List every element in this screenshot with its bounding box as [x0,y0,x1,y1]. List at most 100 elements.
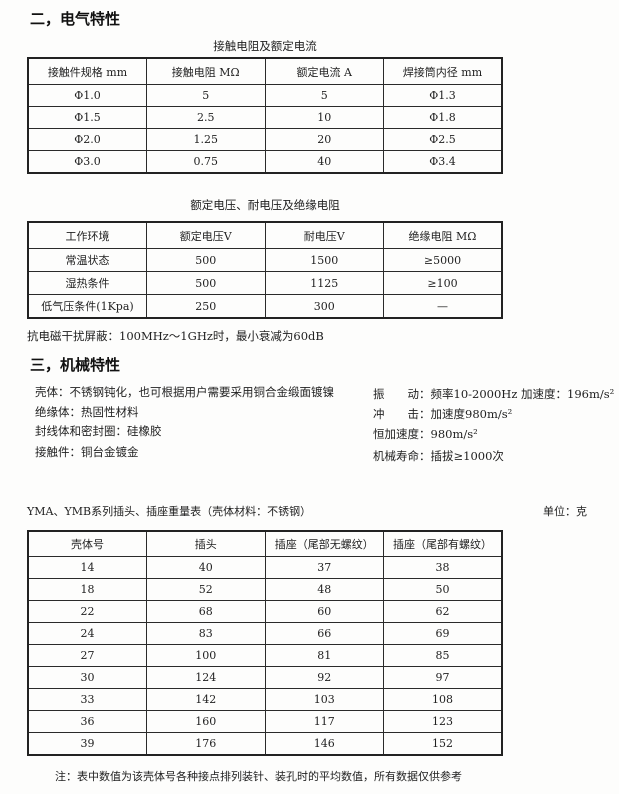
table-row: 24 83 66 69 [27,622,503,645]
table-row: Φ2.0 1.25 20 Φ2.5 [27,128,503,151]
table-cell: ≥5000 [383,248,503,272]
contact-table-caption: 接触电阻及额定电流 [213,39,317,53]
contact-table-header: 接触件规格 mm 接触电阻 MΩ 额定电流 A 焊接筒内径 mm [27,57,503,85]
col-header: 插座（尾部有螺纹） [383,530,503,557]
weight-table-header: 壳体号 插头 插座（尾部无螺纹） 插座（尾部有螺纹） [27,530,503,557]
table-cell: 69 [383,622,503,645]
table-cell: 62 [383,600,503,623]
table-cell: 2.5 [146,106,266,129]
col-header: 插座（尾部无螺纹） [264,530,384,557]
table-row: Φ1.5 2.5 10 Φ1.8 [27,106,503,129]
table-cell: 40 [146,556,266,579]
table-cell: 48 [264,578,384,601]
table-cell: 152 [383,732,503,756]
mech-vibration-line: 振 动：频率10-2000Hz 加速度：196m/s² [373,387,615,401]
table-row: 27 100 81 85 [27,644,503,667]
table-cell: 124 [146,666,266,689]
mech-shell-line: 壳体：不锈钢钝化，也可根据用户需要采用铜合金缎面镀镍 [35,385,334,399]
table-cell: 38 [383,556,503,579]
table-cell: 30 [27,666,147,689]
table-row: 30 124 92 97 [27,666,503,689]
table-cell: 10 [264,106,384,129]
table-cell: 湿热条件 [27,271,147,295]
table-cell: 40 [264,150,384,174]
table-cell: 160 [146,710,266,733]
table-cell: 83 [146,622,266,645]
table-cell: 108 [383,688,503,711]
table-cell: 97 [383,666,503,689]
mech-acceleration-line: 恒加速度：980m/s² [373,427,478,441]
table-cell: Φ1.5 [27,106,147,129]
table-cell: 300 [264,294,384,319]
table-header-row: 接触件规格 mm 接触电阻 MΩ 额定电流 A 焊接筒内径 mm [27,57,503,85]
table-cell: 50 [383,578,503,601]
table-cell: Φ2.0 [27,128,147,151]
section-title-electrical: 二，电气特性 [30,10,121,28]
table-cell: 27 [27,644,147,667]
mech-insulator-line: 绝缘体：热固性材料 [35,405,139,419]
table-cell: 22 [27,600,147,623]
table-cell: Φ1.3 [383,84,503,107]
table-cell: 117 [264,710,384,733]
table-row: 常温状态 500 1500 ≥5000 [27,248,503,272]
table-cell: 39 [27,732,147,756]
col-header: 额定电压V [146,221,266,249]
table-cell: 250 [146,294,266,319]
table-row: 33 142 103 108 [27,688,503,711]
table-row: 39 176 146 152 [27,732,503,756]
table-cell: 5 [264,84,384,107]
weight-table-caption: YMA、YMB系列插头、插座重量表（壳体材料：不锈钢） [27,505,312,518]
table-cell: 低气压条件(1Kpa) [27,294,147,319]
table-row: 低气压条件(1Kpa) 250 300— [27,294,503,319]
table-cell: 52 [146,578,266,601]
voltage-insulation-table: 工作环境 额定电压V 耐电压V 绝缘电阻 MΩ 常温状态 500 1500 ≥5000… [27,221,503,319]
table-cell: 500 [146,271,266,295]
table-cell: 92 [264,666,384,689]
table-row: 36 160 117 123 [27,710,503,733]
voltage-table-body: 常温状态 500 1500 ≥5000 湿热条件 500 1125 ≥100 低气压条件(1Kp… [27,248,503,319]
col-header: 焊接筒内径 mm [383,57,503,85]
table-row: 湿热条件 500 1125 ≥100 [27,271,503,295]
table-cell: Φ3.0 [27,150,147,174]
table-cell: 1125 [264,271,384,295]
table-cell: 66 [264,622,384,645]
table-cell: 1.25 [146,128,266,151]
contact-table-body: Φ1.0 5 5 Φ1.3 Φ1.5 2.5 10 Φ1.8 Φ2.0 1.25 20 Φ2.5 Φ3.… [27,84,503,174]
table-cell: 24 [27,622,147,645]
table-cell: 68 [146,600,266,623]
table-cell: 0.75 [146,150,266,174]
table-cell: 36 [27,710,147,733]
table-cell: 142 [146,688,266,711]
table-cell: — [383,294,503,319]
table-cell: 100 [146,644,266,667]
col-header: 工作环境 [27,221,147,249]
table-header-row: 工作环境 额定电压V 耐电压V 绝缘电阻 MΩ [27,221,503,249]
bottom-footnote: 注：表中数值为该壳体号各种接点排列装针、装孔时的平均数值，所有数据仅供参考 [55,770,462,783]
table-cell: 5 [146,84,266,107]
table-cell: 81 [264,644,384,667]
table-cell: Φ2.5 [383,128,503,151]
table-cell: 103 [264,688,384,711]
table-row: Φ3.0 0.75 40 Φ3.4 [27,150,503,174]
mech-seal-line: 封线体和密封圈：硅橡胶 [35,424,162,438]
col-header: 额定电流 A [264,57,384,85]
table-cell: 1500 [264,248,384,272]
table-header-row: 壳体号 插头 插座（尾部无螺纹） 插座（尾部有螺纹） [27,530,503,557]
table-cell: 123 [383,710,503,733]
weight-table-body: 14 40 37 38 18 52 48 50 22 68 60 62 24 83 66 69 27 100 81 8… [27,556,503,756]
table-cell: Φ1.0 [27,84,147,107]
col-header: 接触件规格 mm [27,57,147,85]
col-header: 绝缘电阻 MΩ [383,221,503,249]
table-cell: ≥100 [383,271,503,295]
voltage-table-caption: 额定电压、耐电压及绝缘电阻 [190,198,340,212]
table-row: 18 52 48 50 [27,578,503,601]
table-cell: 500 [146,248,266,272]
section-title-mechanical: 三，机械特性 [30,356,121,374]
table-row: Φ1.0 5 5 Φ1.3 [27,84,503,107]
table-cell: 18 [27,578,147,601]
table-cell: Φ1.8 [383,106,503,129]
table-cell: 85 [383,644,503,667]
table-cell: 14 [27,556,147,579]
table-cell: Φ3.4 [383,150,503,174]
